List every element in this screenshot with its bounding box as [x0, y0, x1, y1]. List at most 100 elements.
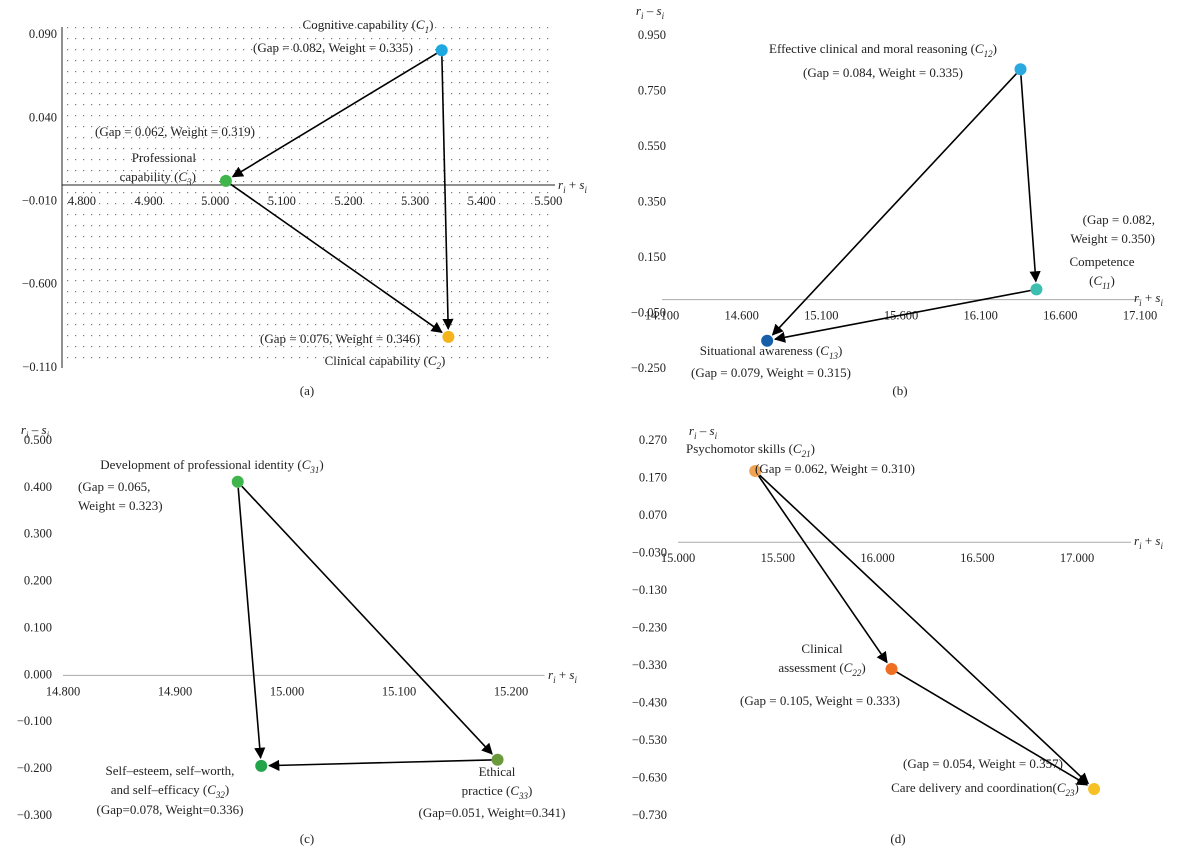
- point-label-part: C: [416, 17, 425, 32]
- point-label-part: C: [207, 782, 216, 797]
- y-tick-label: −0.230: [632, 620, 667, 634]
- point-label-part: practice (: [462, 783, 511, 798]
- x-tick-label: 16.100: [963, 309, 997, 323]
- x-tick-label: 16.000: [860, 551, 894, 565]
- x-tick-label: 15.500: [761, 551, 795, 565]
- y-tick-label: 0.170: [639, 470, 667, 484]
- y-tick-label: 0.000: [24, 667, 52, 681]
- point-label-part: (: [1089, 273, 1093, 288]
- relation-arrow: [231, 52, 438, 178]
- y-tick-label: −0.110: [22, 360, 57, 374]
- point-label-part: 31: [309, 465, 319, 475]
- x-tick-label: 15.100: [804, 309, 838, 323]
- y-tick-label: −0.730: [632, 808, 667, 822]
- point-label-part: C: [510, 783, 519, 798]
- point-label-part: Cognitive capability (: [303, 17, 416, 32]
- y-tick-label: 0.750: [638, 83, 666, 97]
- relation-arrow: [268, 759, 492, 771]
- point-label-part: C: [1057, 780, 1066, 795]
- point-label-part: 1: [425, 25, 430, 35]
- point-label-part: Effective clinical and moral reasoning (: [769, 41, 975, 56]
- x-tick-label: 5.300: [401, 194, 429, 208]
- relation-arrow: [241, 485, 493, 755]
- point: [435, 44, 448, 57]
- point-label: (C11): [1089, 273, 1115, 291]
- point-label-part: Development of professional identity (: [100, 457, 301, 472]
- x-axis-label-part: i: [563, 185, 566, 195]
- point-label-part: Professional: [132, 150, 197, 165]
- point-label: Professional: [132, 150, 197, 165]
- y-tick-label: −0.300: [17, 808, 52, 822]
- y-tick-label: 0.100: [24, 620, 52, 634]
- y-tick-label: −0.130: [632, 583, 667, 597]
- y-axis-label-part: r: [689, 423, 695, 438]
- point-label-part: 3: [186, 177, 192, 187]
- point-label: Clinical capability (C2): [325, 353, 446, 371]
- point-label-part: 33: [518, 791, 529, 801]
- point-label-part: Care delivery and coordination(: [891, 780, 1057, 795]
- point-label: assessment (C22): [778, 660, 865, 678]
- point-label: Care delivery and coordination(C23): [891, 780, 1079, 798]
- point-label-part: Clinical: [801, 641, 843, 656]
- x-axis-label-part: i: [574, 675, 577, 685]
- point-note: (Gap = 0.062, Weight = 0.319): [95, 124, 255, 139]
- y-tick-label: 0.350: [638, 194, 666, 208]
- point-note: (Gap = 0.084, Weight = 0.335): [803, 65, 963, 80]
- x-axis-label-part: i: [1160, 541, 1163, 551]
- point-label-part: C: [820, 343, 829, 358]
- y-axis-label-part: i: [694, 431, 697, 441]
- y-tick-label: −0.100: [17, 714, 52, 728]
- x-tick-label: 17.000: [1060, 551, 1094, 565]
- point-label-part: C: [1093, 273, 1102, 288]
- y-tick-label: 0.550: [638, 139, 666, 153]
- point-label-part: C: [844, 660, 853, 675]
- point-label-part: Competence: [1070, 254, 1135, 269]
- relation-arrow: [757, 475, 888, 664]
- x-axis-label-part: r: [1134, 290, 1140, 305]
- x-tick-label: 15.000: [661, 551, 695, 565]
- x-axis-label: ri + si: [548, 667, 577, 685]
- x-axis-label-part: +: [556, 667, 570, 682]
- y-tick-label: 0.200: [24, 574, 52, 588]
- point: [231, 475, 244, 488]
- x-tick-label: 5.400: [468, 194, 496, 208]
- relation-arrow: [759, 474, 1090, 785]
- x-axis-label-part: +: [1142, 290, 1156, 305]
- point-label-part: ): [1111, 273, 1115, 288]
- x-axis-label-part: i: [1139, 541, 1142, 551]
- point-label: Situational awareness (C13): [700, 343, 843, 361]
- y-axis-label-part: r: [21, 422, 27, 437]
- point-label-part: C: [975, 41, 984, 56]
- x-tick-label: 15.200: [494, 684, 528, 698]
- point-label: Competence: [1070, 254, 1135, 269]
- point-note: (Gap = 0.079, Weight = 0.315): [691, 365, 851, 380]
- point-label-part: Situational awareness (: [700, 343, 821, 358]
- y-tick-label: −0.250: [631, 361, 666, 375]
- x-tick-label: 16.600: [1043, 309, 1077, 323]
- relation-arrow: [441, 56, 454, 331]
- point-note: (Gap = 0.076, Weight = 0.346): [260, 331, 420, 346]
- x-axis-label: ri + si: [1134, 290, 1163, 308]
- x-tick-label: 14.900: [158, 684, 192, 698]
- point-label-part: 32: [215, 790, 226, 800]
- x-axis-label-part: r: [1134, 533, 1140, 548]
- y-axis-label-part: s: [42, 422, 47, 437]
- x-tick-label: 14.600: [724, 309, 758, 323]
- point-label: Development of professional identity (C3…: [100, 457, 323, 475]
- y-tick-label: −0.330: [632, 658, 667, 672]
- point-note: (Gap=0.078, Weight=0.336): [97, 802, 244, 817]
- x-axis-label: ri + si: [1134, 533, 1163, 551]
- point-label-part: 22: [852, 668, 862, 678]
- point-label-part: assessment (: [778, 660, 843, 675]
- x-axis-label-part: r: [558, 177, 564, 192]
- y-tick-label: −0.050: [631, 305, 666, 319]
- point-label: and self–efficacy (C32): [111, 782, 230, 800]
- relation-arrow: [237, 487, 266, 759]
- x-tick-label: 5.500: [534, 194, 562, 208]
- panel-caption: (a): [300, 383, 314, 398]
- y-axis-label-part: i: [662, 11, 665, 21]
- y-axis-label: ri – si: [689, 423, 718, 441]
- point-note: (Gap = 0.082, Weight = 0.335): [253, 40, 413, 55]
